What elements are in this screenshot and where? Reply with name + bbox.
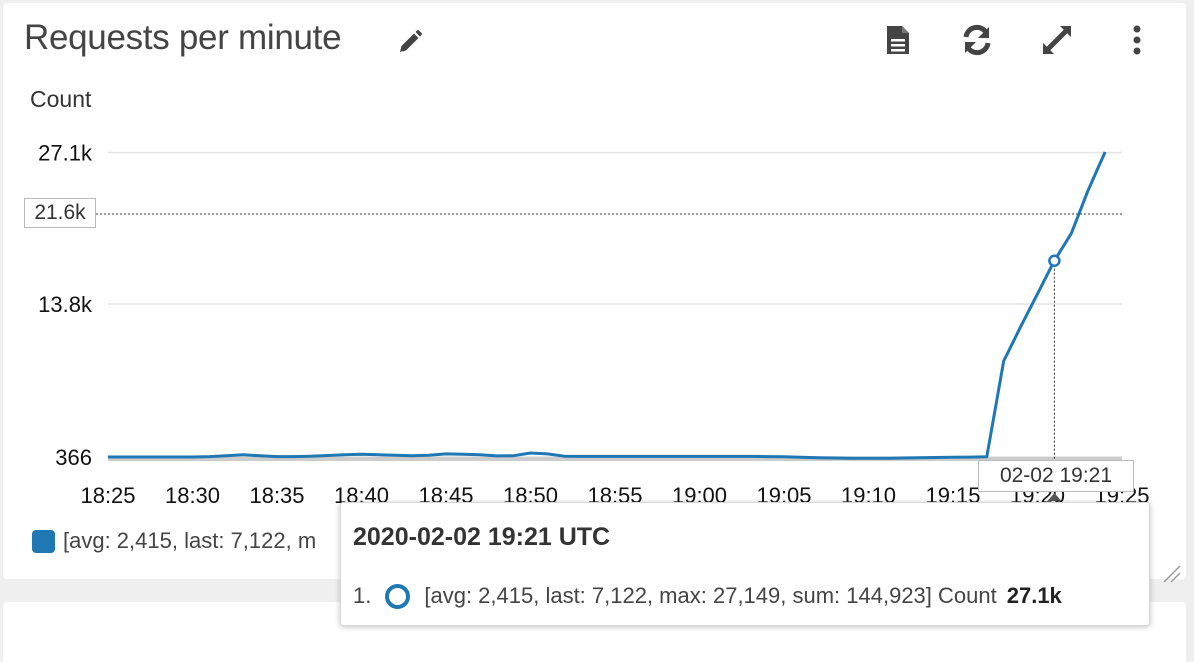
hovered-data-point <box>1048 254 1061 267</box>
series-marker-icon <box>385 583 411 609</box>
tooltip-series-label: [avg: 2,415, last: 7,122, max: 27,149, s… <box>424 583 997 608</box>
refresh-icon[interactable] <box>959 22 995 58</box>
legend[interactable]: [avg: 2,415, last: 7,122, m <box>32 528 352 554</box>
legend-swatch <box>32 529 55 553</box>
vertical-dots-icon[interactable] <box>1119 22 1155 58</box>
tooltip-row: 1. [avg: 2,415, last: 7,122, max: 27,149… <box>353 583 1062 609</box>
pointer-triangle-icon <box>1047 493 1062 501</box>
x-tick-label: 18:25 <box>80 483 135 508</box>
resize-handle-icon[interactable] <box>1158 560 1182 584</box>
expand-icon[interactable] <box>1039 22 1075 58</box>
widget-title: Requests per minute <box>24 18 342 57</box>
tooltip-title: 2020-02-02 19:21 UTC <box>353 523 611 551</box>
tooltip-index: 1. <box>353 583 372 608</box>
legend-label: [avg: 2,415, last: 7,122, m <box>63 528 317 553</box>
hover-time-label: 02-02 19:21 <box>978 460 1134 492</box>
x-tick-label: 18:30 <box>165 483 220 508</box>
series-line <box>108 151 1107 460</box>
y-tick-label: 27.1k <box>38 141 93 166</box>
y-axis-unit-label: Count <box>30 86 92 112</box>
tooltip-value: 27.1k <box>1006 583 1062 608</box>
y-tick-label: 13.8k <box>38 292 93 317</box>
data-tooltip: 2020-02-02 19:21 UTC 1. [avg: 2,415, las… <box>340 502 1150 626</box>
y-tick-label: 366 <box>55 445 92 470</box>
hover-value-label: 21.6k <box>24 198 96 228</box>
pencil-icon[interactable] <box>392 24 428 60</box>
document-icon[interactable] <box>880 22 916 58</box>
x-tick-label: 18:35 <box>249 483 304 508</box>
